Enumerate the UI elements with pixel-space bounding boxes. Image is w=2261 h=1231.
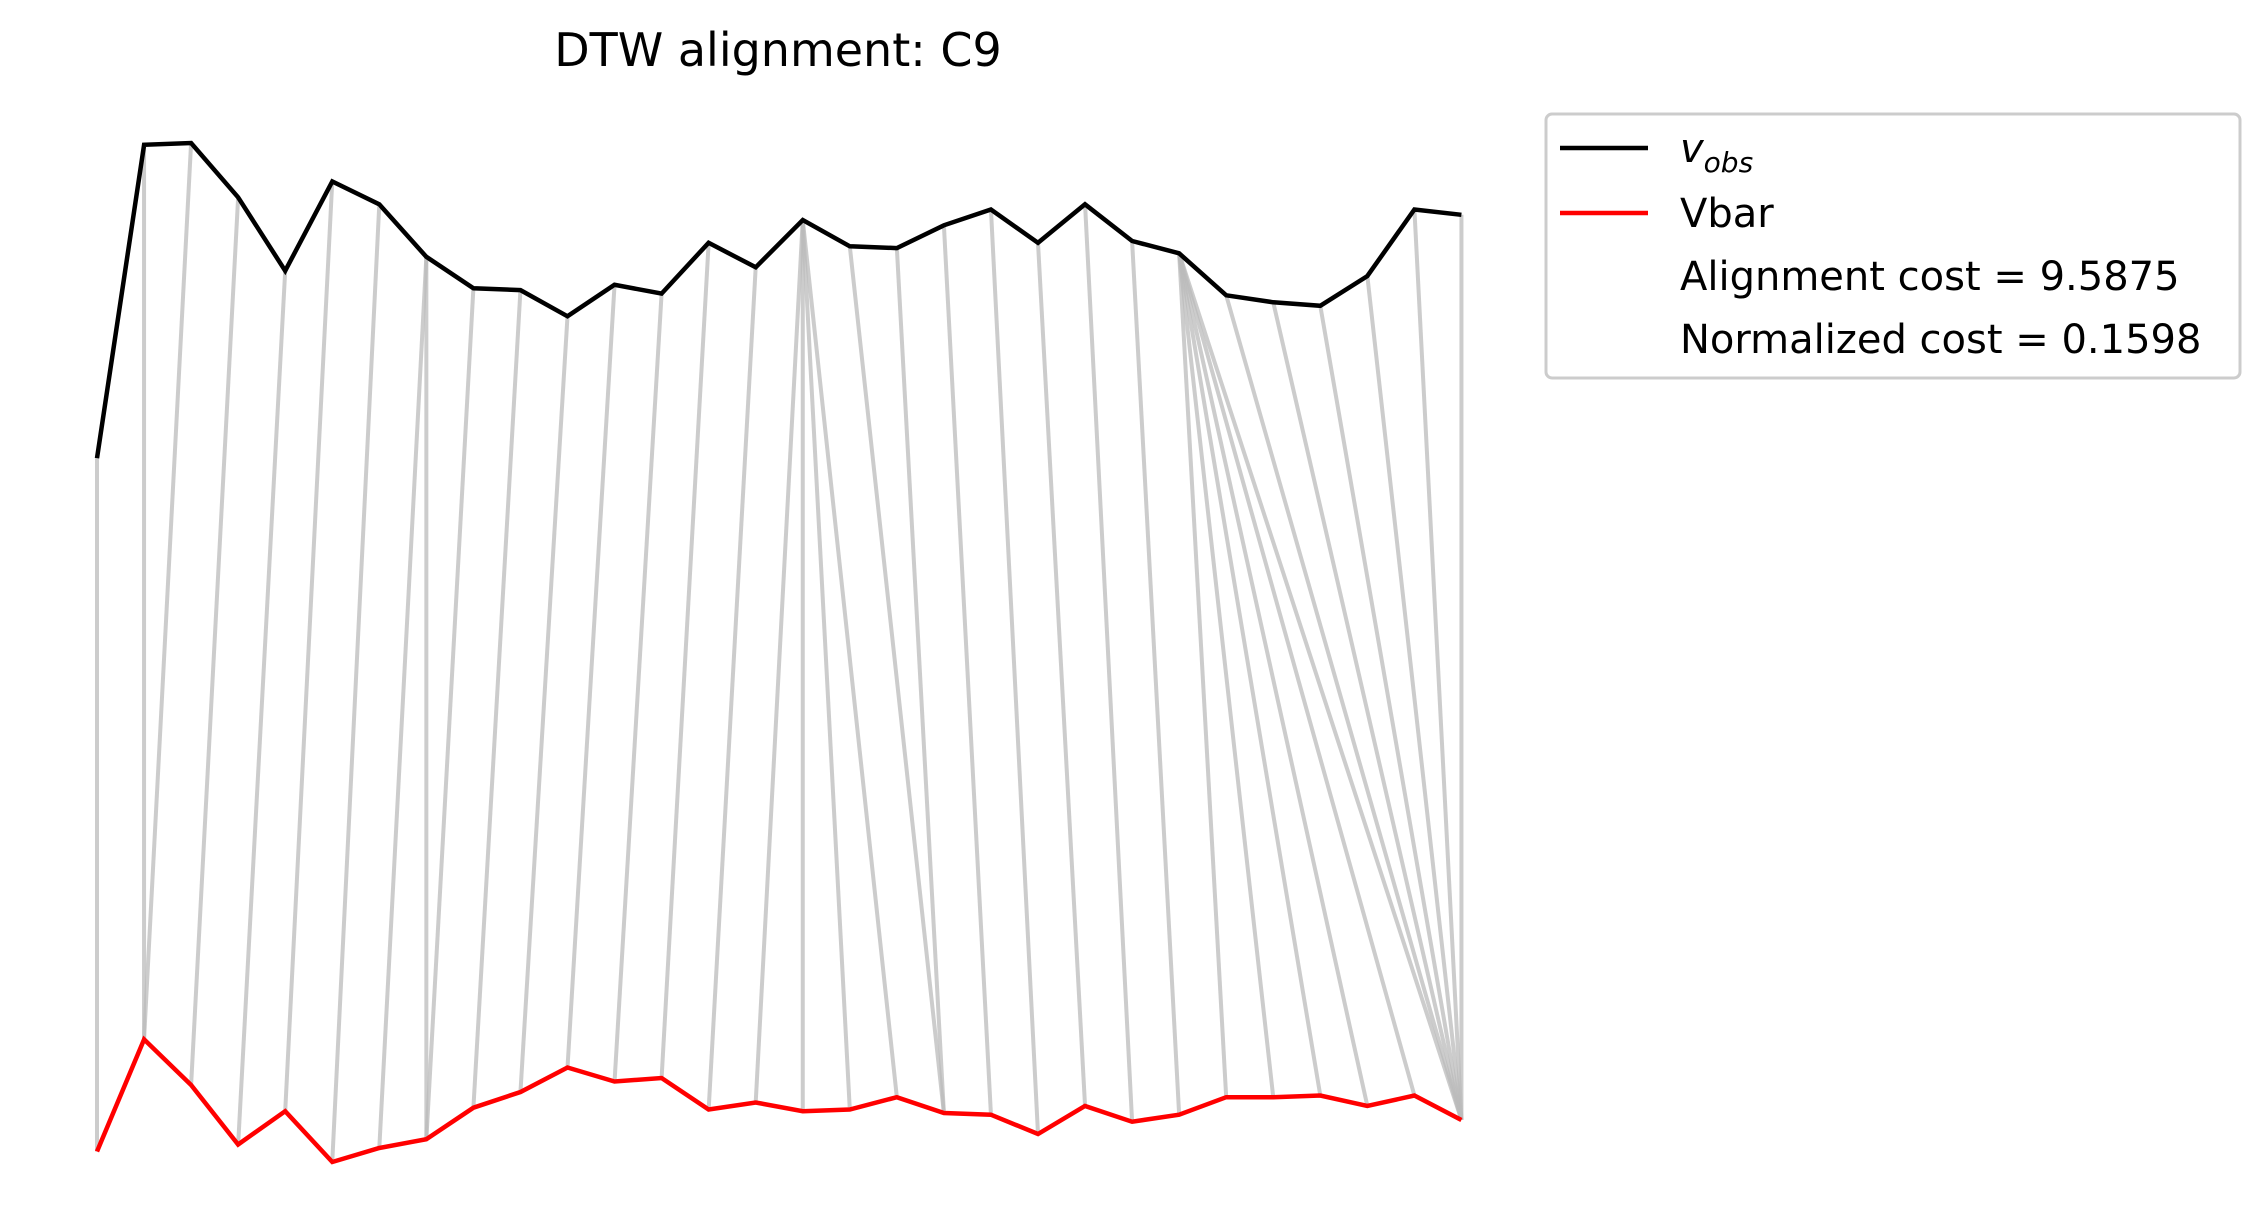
alignment-line [847,246,946,1114]
alignment-line [753,219,805,1103]
alignment-line [518,316,570,1093]
alignment-line [1177,252,1464,1121]
series-line-vbar [94,1035,1463,1165]
alignment-line [283,181,335,1112]
alignment-line [236,270,288,1145]
alignment-line [1318,305,1464,1121]
alignment-line [377,256,429,1149]
alignment-line [565,284,617,1068]
alignment-line [1083,204,1135,1122]
alignment-line [330,204,382,1163]
legend-frame [1544,112,2242,380]
legend-normalized-cost: Normalized cost = 0.1598 [1680,317,2201,363]
alignment-line [471,289,523,1108]
alignment-line [800,219,899,1098]
series-line-v-obs [94,140,1462,459]
legend-entry-vobs: vobs [1560,126,1753,179]
alignment-line [1177,253,1229,1098]
legend-label-vbar: Vbar [1680,191,1774,237]
alignment-line [941,225,993,1115]
legend-label-vobs-sub: obs [1704,146,1754,179]
legend-label-vobs: vobs [1680,126,1753,179]
legend-entry-vbar: Vbar [1560,191,1774,237]
alignment-line [1177,252,1370,1107]
alignment-line [800,219,852,1110]
alignment-line [1130,240,1182,1115]
alignment-line [1177,252,1323,1096]
series-lines [94,140,1463,1165]
legend: vobs Vbar Alignment cost = 9.5875 Normal… [1544,112,2242,380]
alignment-line [1365,275,1464,1121]
alignment-line [1224,294,1464,1121]
alignment-line [1177,253,1276,1098]
alignment-line [1177,252,1417,1097]
alignment-line [894,247,946,1114]
alignment-line [659,242,711,1079]
alignment-line [706,267,758,1110]
alignment-line [424,288,476,1140]
alignment-line [142,142,194,1040]
legend-alignment-cost: Alignment cost = 9.5875 [1680,254,2180,300]
alignment-line [189,197,241,1086]
alignment-lines [95,142,1464,1163]
chart-title: DTW alignment: C9 [554,23,1002,77]
alignment-line [1036,242,1088,1107]
legend-label-vobs-main: v [1680,126,1705,172]
alignment-line [612,293,664,1082]
alignment-line [988,209,1040,1135]
alignment-line [1412,209,1464,1121]
alignment-line [1271,301,1464,1121]
